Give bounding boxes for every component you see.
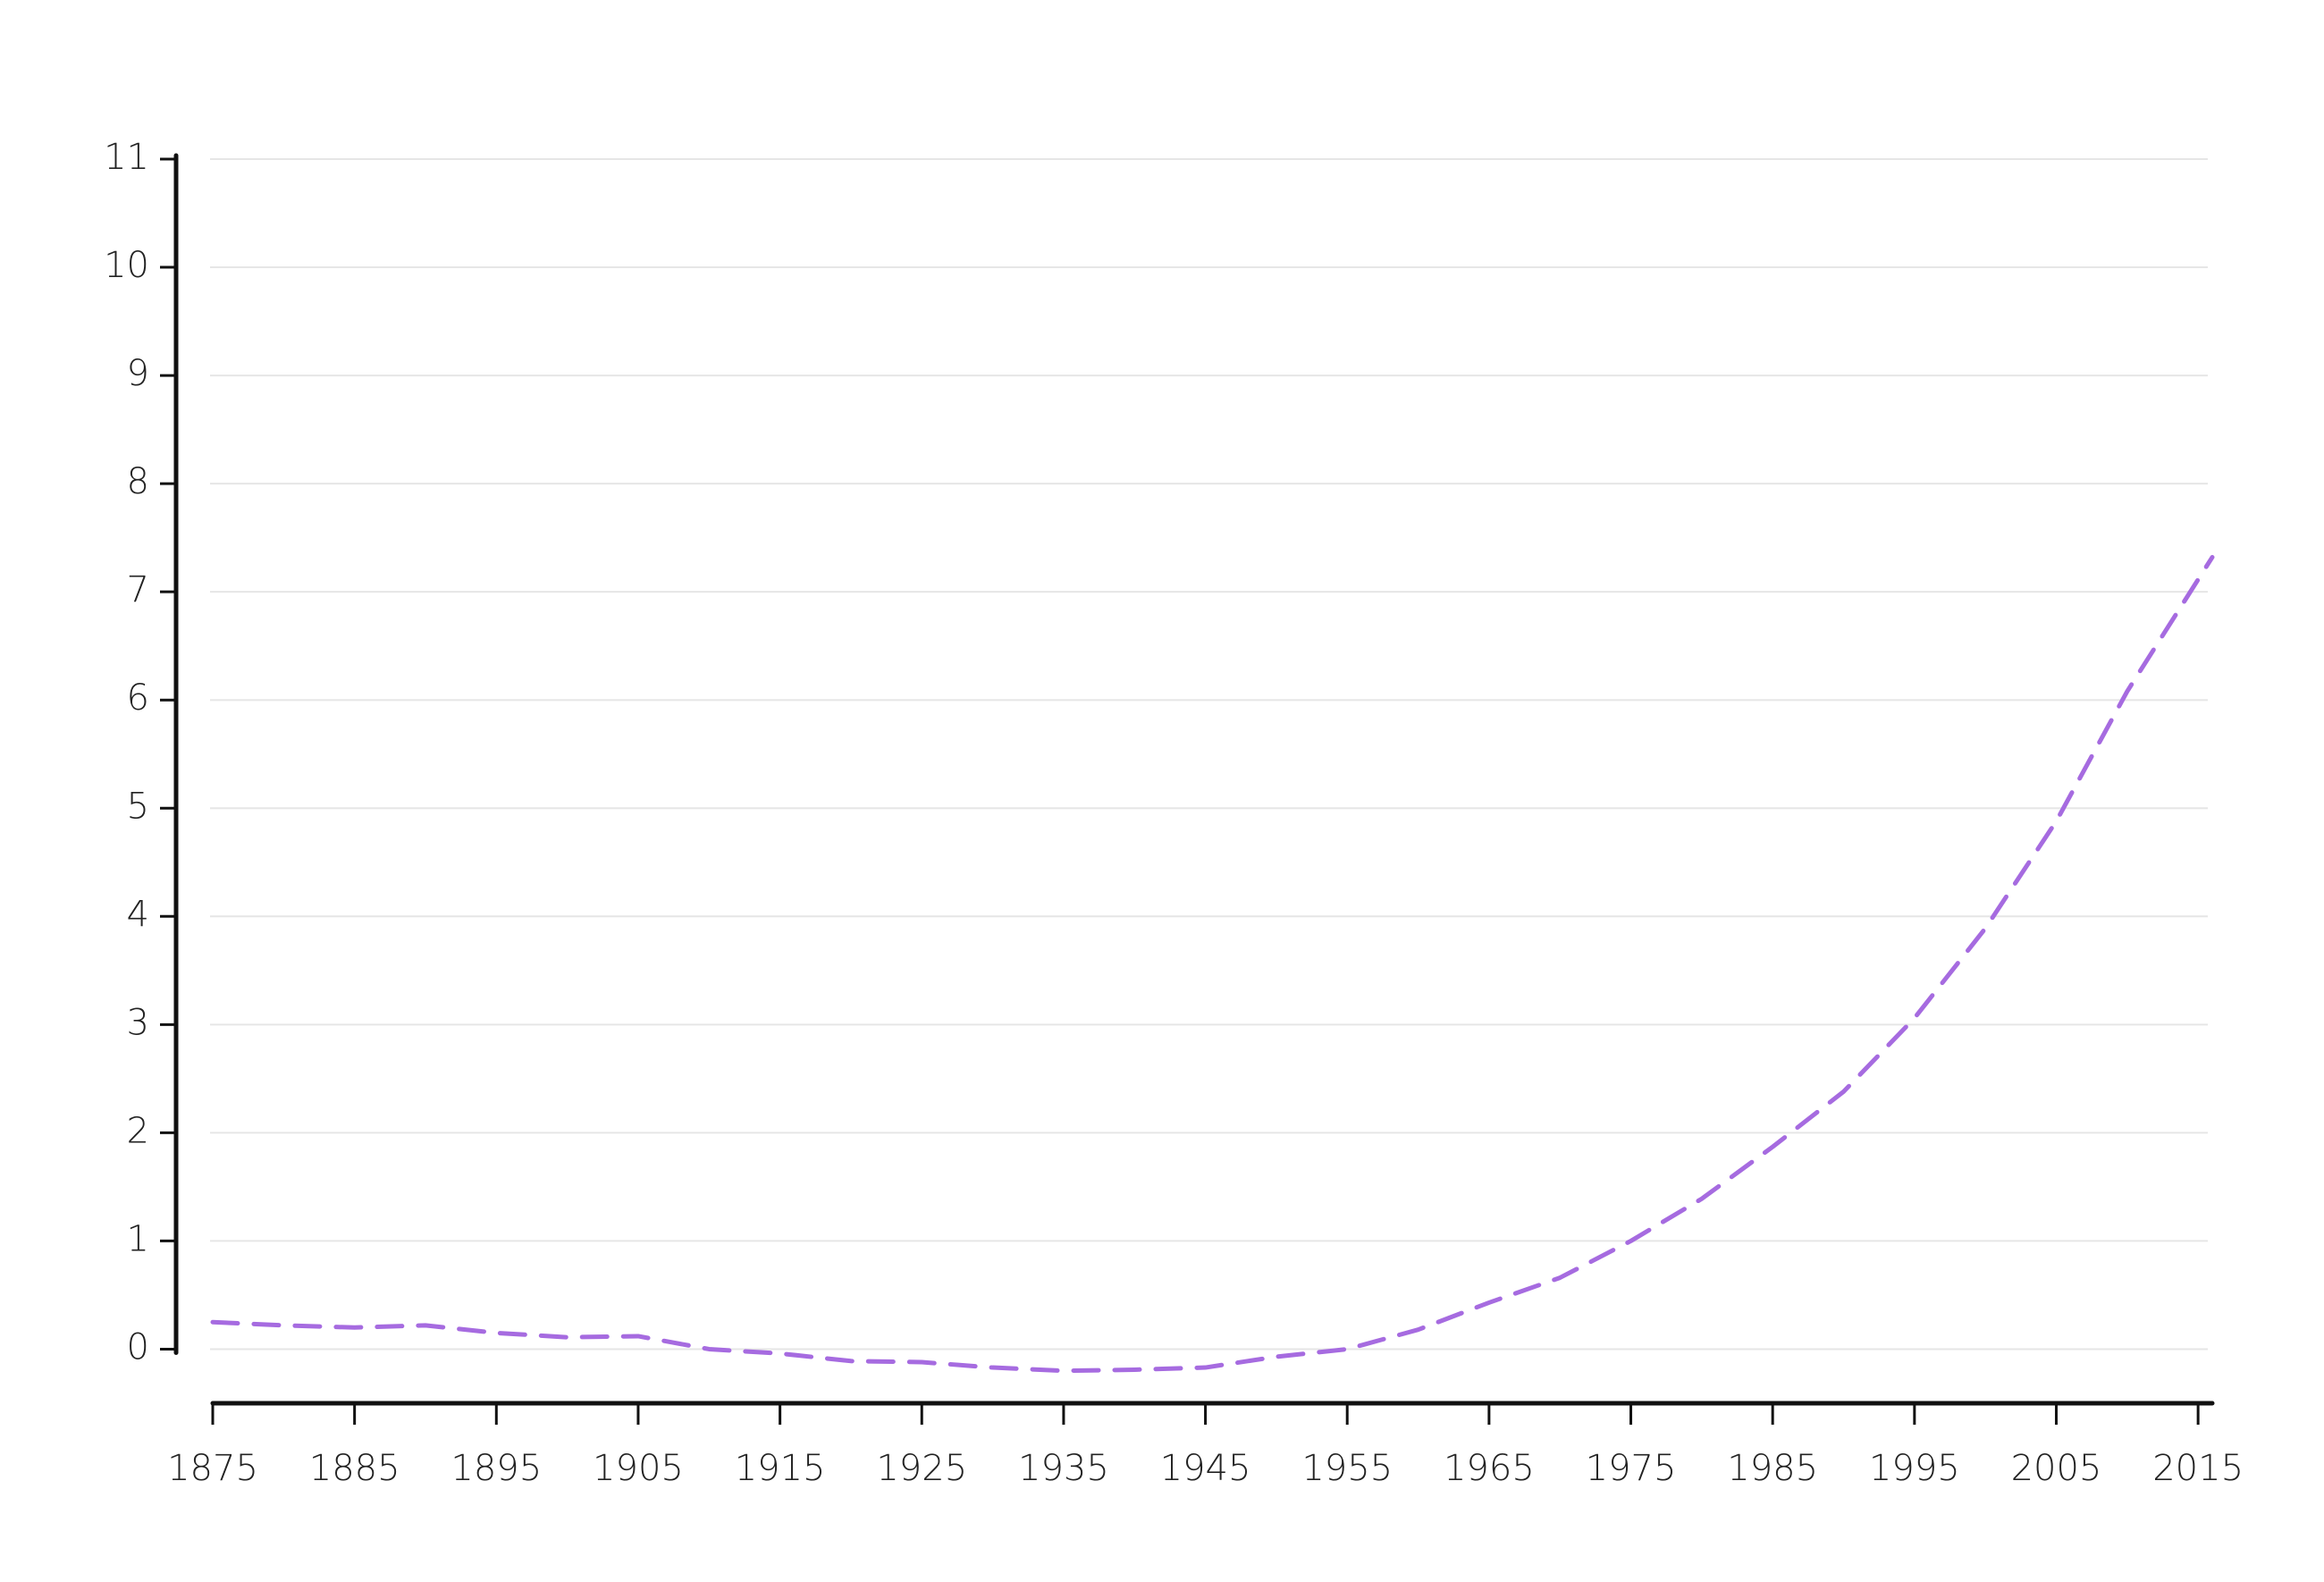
y-tick-label: 8 xyxy=(127,461,149,502)
x-tick-label: 1895 xyxy=(450,1448,542,1489)
data-line xyxy=(210,554,2215,1374)
x-tick-label: 1955 xyxy=(1301,1448,1393,1489)
x-tick-label: 1885 xyxy=(309,1448,400,1489)
x-tick-label: 1975 xyxy=(1586,1448,1677,1489)
x-tick-label: 1905 xyxy=(593,1448,684,1489)
y-tick-label: 11 xyxy=(104,137,149,178)
y-tick-label: 2 xyxy=(127,1110,149,1151)
x-tick-label: 1945 xyxy=(1160,1448,1251,1489)
y-tick-label: 5 xyxy=(127,786,149,827)
x-tick-label: 1915 xyxy=(735,1448,826,1489)
x-tick-label: 1995 xyxy=(1869,1448,1960,1489)
y-tick-label: 1 xyxy=(127,1218,149,1259)
y-tick-label: 9 xyxy=(127,353,149,394)
y-tick-label: 0 xyxy=(127,1326,149,1367)
y-tick-label: 4 xyxy=(127,894,149,935)
x-tick-label: 2015 xyxy=(2152,1448,2244,1489)
x-tick-label: 1925 xyxy=(876,1448,967,1489)
x-tick-label: 1985 xyxy=(1727,1448,1818,1489)
x-tick-label: 2005 xyxy=(2011,1448,2102,1489)
y-tick-label: 3 xyxy=(127,1002,149,1043)
x-tick-label: 1965 xyxy=(1444,1448,1535,1489)
y-tick-label: 10 xyxy=(104,245,149,286)
x-tick-label: 1935 xyxy=(1018,1448,1109,1489)
y-tick-label: 6 xyxy=(127,677,149,719)
x-tick-label: 1875 xyxy=(167,1448,258,1489)
y-tick-label: 7 xyxy=(127,569,149,610)
